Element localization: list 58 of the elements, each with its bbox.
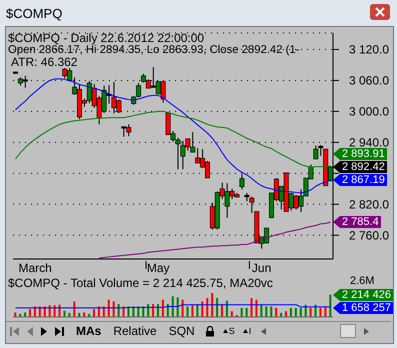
bar [275, 308, 278, 317]
line-series [98, 222, 332, 258]
bar [216, 298, 218, 317]
data-label: 2 785.4 [340, 216, 381, 228]
bar [206, 298, 208, 317]
bar [240, 308, 243, 317]
x-tick-label: March [18, 261, 52, 275]
chart-title: $COMPQ - Daily 22.6.2012 22:00:00 [8, 31, 206, 45]
bar [294, 308, 297, 317]
annotation: ATR: 46.362 [11, 55, 78, 69]
y-tick-label: 2 820.0 [349, 197, 390, 212]
text: I [248, 326, 252, 336]
bar [246, 308, 248, 317]
data-label: 2 867.19 [340, 174, 387, 186]
bar [285, 311, 287, 317]
bar [211, 293, 214, 317]
text: S [228, 326, 235, 336]
bar [191, 304, 194, 317]
text: $COMPQ [6, 6, 62, 21]
bar [329, 294, 332, 317]
text: MAs [76, 324, 102, 338]
y-tick-label: 3 060.0 [349, 73, 390, 88]
text: SQN [168, 324, 195, 338]
bar [270, 306, 272, 317]
y-tick-label: 3 120.0 [349, 42, 390, 57]
text: 1 658 257 [340, 302, 393, 314]
bar [260, 304, 262, 317]
bar [230, 311, 233, 317]
y-tick-label: 3 000.0 [349, 104, 390, 118]
bar [250, 298, 253, 317]
x-tick-label: Jun [252, 261, 272, 275]
bar [265, 306, 268, 317]
bar [93, 309, 95, 317]
bar [300, 308, 302, 317]
y-tick-label: 2 760.0 [349, 228, 390, 242]
text: Relative [113, 324, 157, 338]
bar [201, 301, 204, 317]
bar [108, 300, 110, 317]
text: 2 892.42 [340, 160, 387, 173]
x-tick-label: May [146, 261, 170, 275]
bar [290, 308, 292, 317]
bar [186, 306, 189, 317]
text: Open 2866.17, Hi 2894.35, Lo 2863.93, Close 2892.42 (1- [8, 44, 300, 56]
bar [29, 309, 31, 317]
chart-title: $COMPQ - Total Volume = 2 214 425.75, MA20vc [8, 276, 273, 290]
text: 2 214 426 [340, 288, 393, 301]
bar [182, 300, 184, 317]
bar [226, 300, 228, 317]
bar [73, 301, 76, 317]
y-tick-label: 2 940.0 [349, 135, 390, 150]
bar [176, 297, 179, 317]
bar [310, 308, 312, 317]
text: 2.6M [350, 275, 374, 287]
bar [319, 308, 322, 317]
bar [112, 301, 115, 317]
bar [172, 296, 174, 317]
bar [162, 300, 164, 317]
data-label: 2 893.91 [340, 148, 387, 160]
